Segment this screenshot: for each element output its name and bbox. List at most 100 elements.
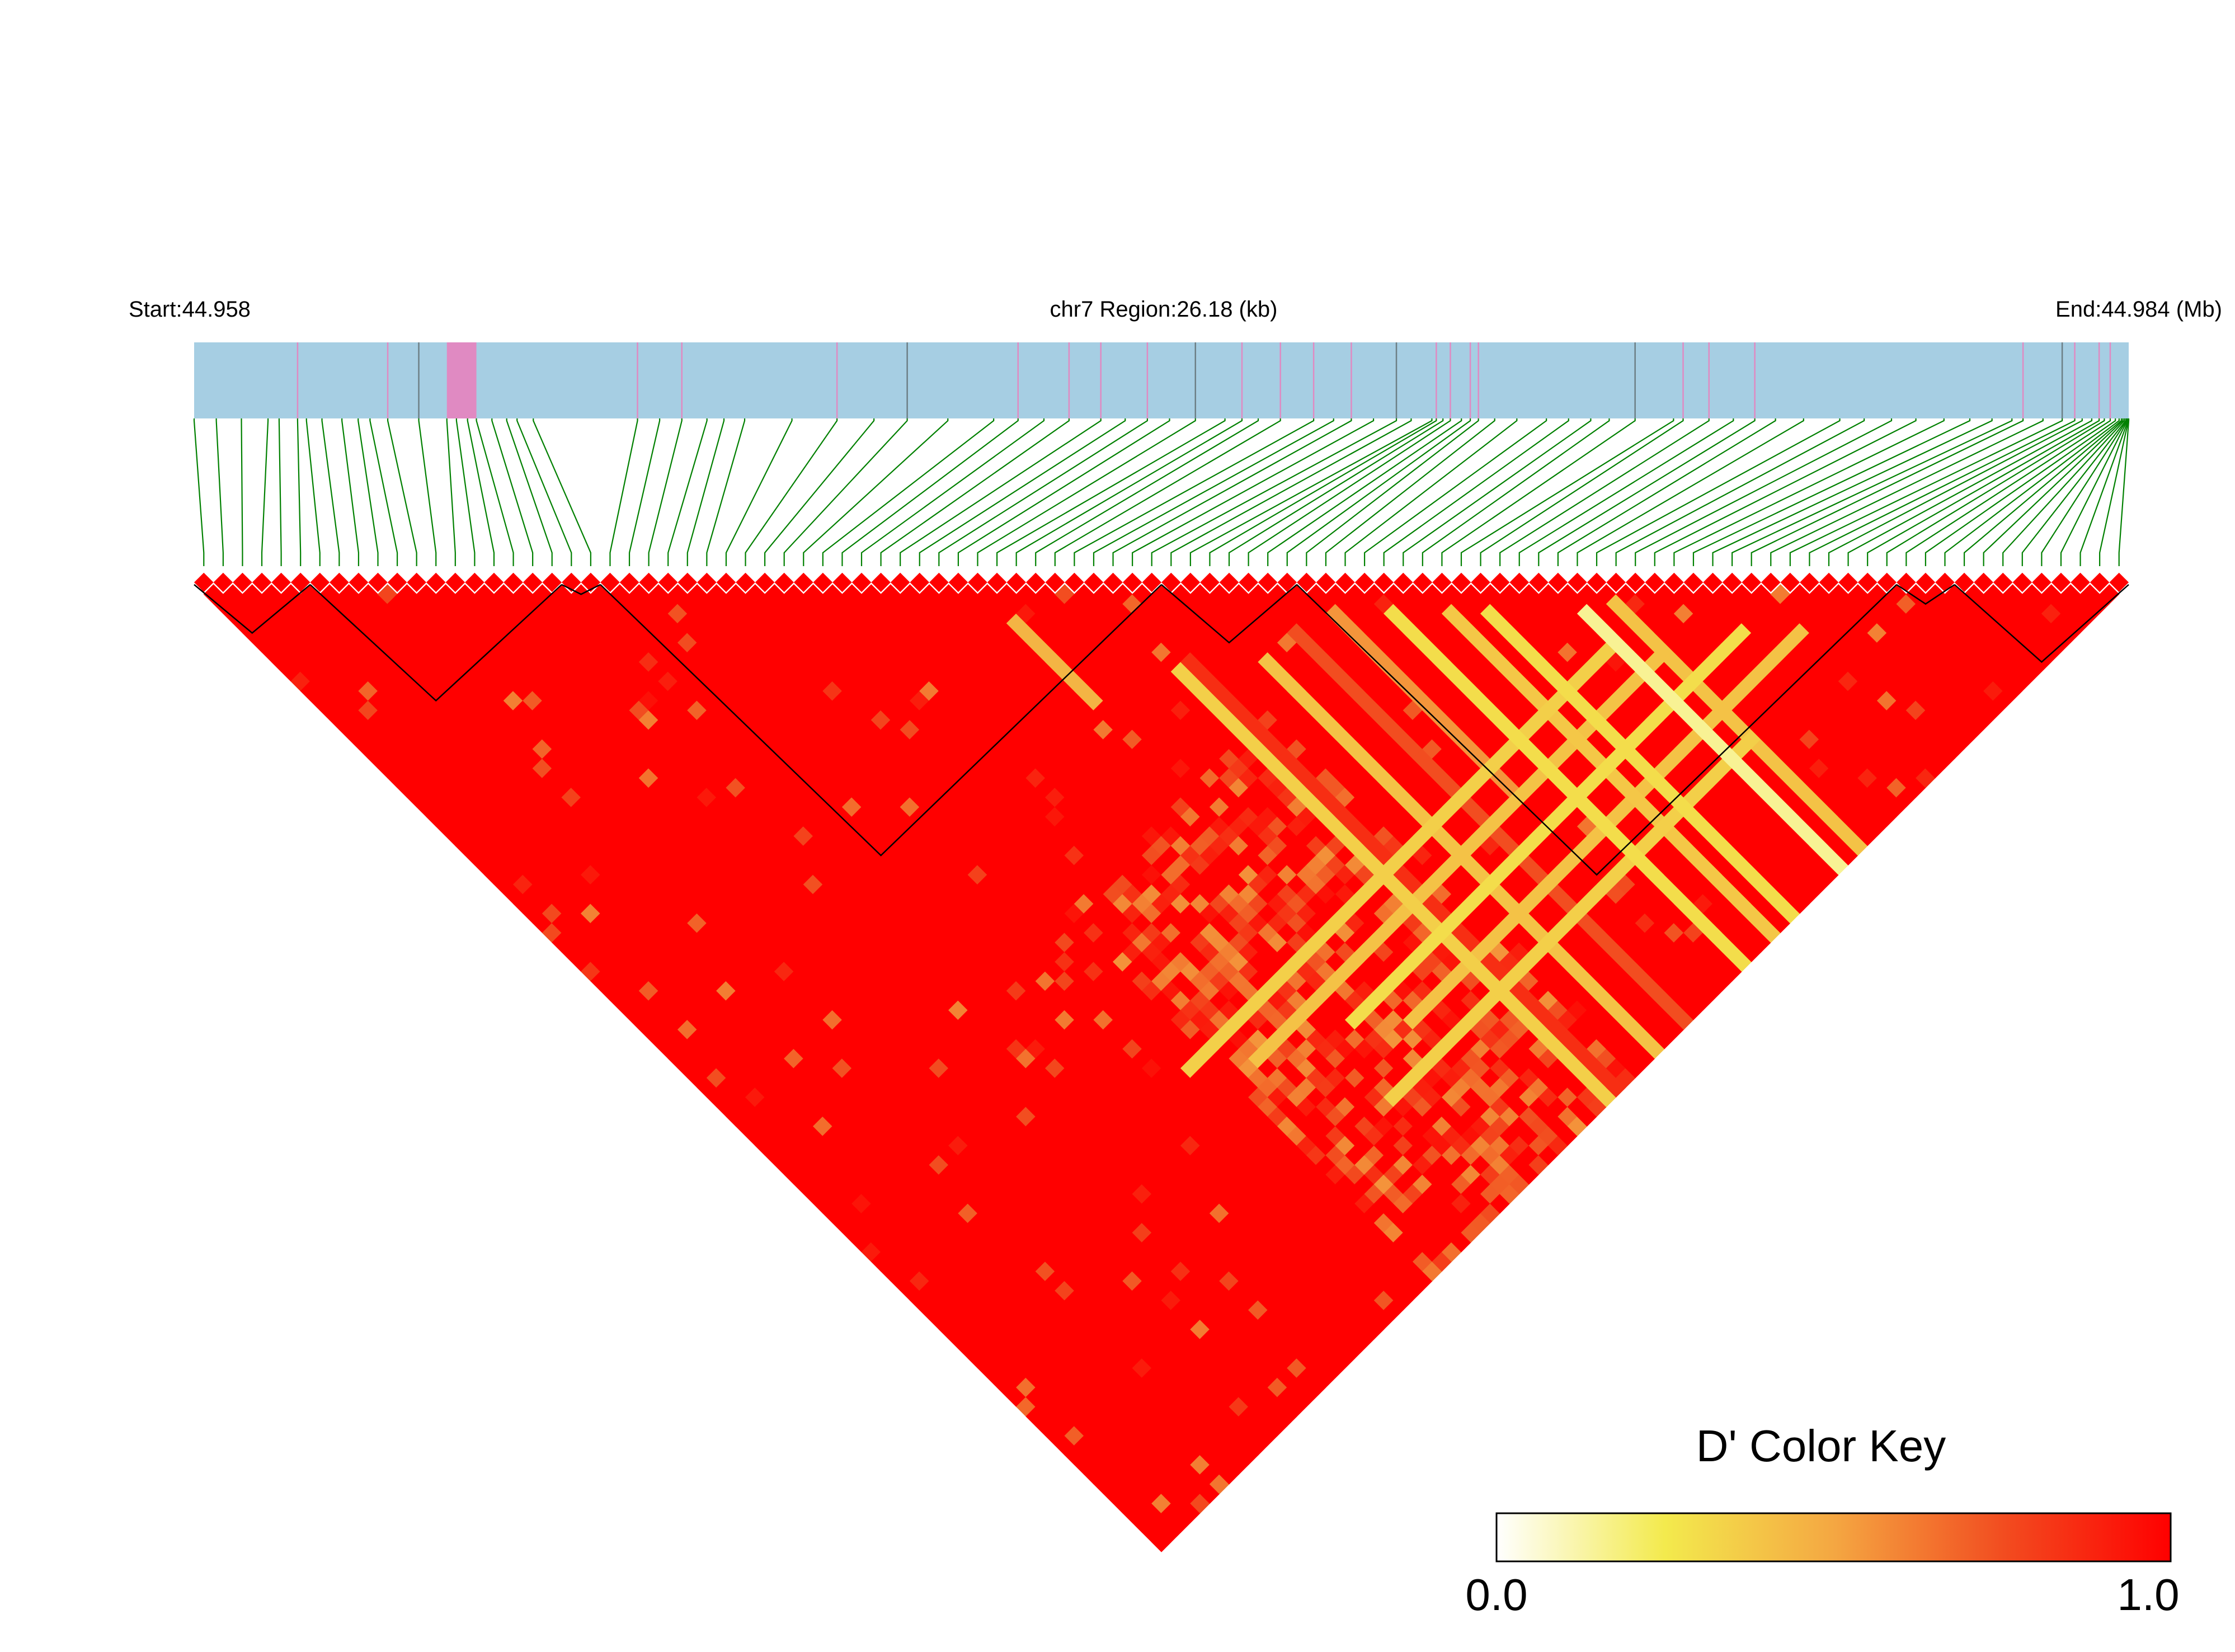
ld-cell <box>996 1242 1017 1262</box>
ld-cell <box>1364 758 1385 779</box>
ld-cell <box>1616 642 1636 662</box>
ld-cell <box>861 642 882 662</box>
ld-cell <box>677 864 698 885</box>
ld-cell <box>1025 1116 1046 1137</box>
ld-cell <box>1577 1048 1597 1069</box>
ld-cell <box>1432 749 1452 769</box>
snp-connector-line <box>1228 418 1444 566</box>
ld-cell <box>716 749 736 769</box>
snp-marker <box>1393 572 1413 592</box>
ld-cell <box>967 652 988 672</box>
ld-cell <box>600 768 620 788</box>
snp-marker <box>1780 572 1800 592</box>
ld-cell <box>1209 642 1230 662</box>
ld-cell <box>841 1107 862 1127</box>
ld-cell <box>841 623 862 643</box>
ld-cell <box>1035 1107 1056 1127</box>
ld-cell <box>474 584 495 605</box>
ld-cell <box>1606 749 1626 769</box>
ld-cell <box>1683 749 1704 769</box>
ld-cell <box>338 642 359 662</box>
snp-connector-line <box>2002 418 2125 566</box>
ld-cell <box>1267 1067 1288 1088</box>
ld-cell <box>1384 700 1404 721</box>
ld-cell <box>803 990 824 1011</box>
ld-cell <box>1335 652 1356 672</box>
ld-cell <box>1373 942 1394 962</box>
ld-cell <box>542 749 562 769</box>
ld-cell <box>909 884 930 905</box>
ld-cell <box>1509 826 1530 846</box>
ld-cell <box>735 864 756 885</box>
ld-cell <box>561 826 582 846</box>
ld-cell <box>1258 884 1278 905</box>
ld-cell <box>861 932 882 953</box>
ld-cell <box>658 1000 679 1020</box>
ld-cell <box>1335 826 1356 846</box>
ld-cell <box>600 864 620 885</box>
ld-cell <box>1025 768 1046 788</box>
ld-cell <box>1258 1058 1278 1079</box>
snp-connector-line <box>1403 418 1592 566</box>
ld-cell <box>532 874 553 895</box>
ld-cell <box>803 932 824 953</box>
ld-cell <box>1693 642 1714 662</box>
ld-cell <box>1577 1029 1597 1049</box>
ld-cell <box>658 652 679 672</box>
ld-cell <box>1558 1067 1578 1088</box>
ld-cell <box>1199 826 1220 846</box>
ld-cell <box>503 690 524 711</box>
ld-cell <box>1441 1242 1462 1262</box>
ld-cell <box>242 584 262 605</box>
ld-cell <box>1209 1126 1230 1146</box>
ld-cell <box>967 710 988 730</box>
ld-cell <box>841 990 862 1011</box>
ld-cell <box>1567 884 1588 905</box>
ld-cell <box>600 749 620 769</box>
ld-cell <box>1509 690 1530 711</box>
ld-cell <box>1306 1358 1326 1378</box>
ld-cell <box>1209 816 1230 837</box>
ld-cell <box>503 884 524 905</box>
ld-cell <box>1044 690 1065 711</box>
ld-cell <box>1335 749 1356 769</box>
ld-cell <box>1384 1242 1404 1262</box>
ld-cell <box>987 981 1007 1001</box>
ld-cell <box>1074 1358 1094 1378</box>
ld-cell <box>1306 700 1326 721</box>
ld-cell <box>1025 826 1046 846</box>
ld-cell <box>716 942 736 962</box>
ld-cell <box>1441 642 1462 662</box>
ld-cell <box>1016 816 1036 837</box>
ld-cell <box>987 884 1007 905</box>
ld-cell <box>841 816 862 837</box>
ld-cell <box>1451 961 1471 982</box>
ld-cell <box>677 749 698 769</box>
ld-cell <box>1693 603 1714 624</box>
snp-connector-line <box>1751 418 2024 566</box>
ld-cell <box>1731 952 1752 972</box>
ld-cell <box>735 942 756 962</box>
ld-cell <box>1499 874 1520 895</box>
ld-cell <box>1248 874 1268 895</box>
ld-cell <box>1451 652 1471 672</box>
ld-cell <box>958 952 978 972</box>
snp-connector-line <box>446 418 456 566</box>
snp-connector-line <box>418 418 437 566</box>
ld-cell <box>1093 874 1114 895</box>
ld-cell <box>1364 700 1385 721</box>
ld-cell <box>1731 932 1752 953</box>
ld-cell <box>609 758 630 779</box>
snp-marker <box>1722 572 1742 592</box>
ld-cell <box>609 681 630 702</box>
ld-cell <box>377 758 398 779</box>
ld-cell <box>1451 594 1471 614</box>
ld-cell <box>1577 913 1597 934</box>
ld-cell <box>503 807 524 827</box>
ld-cell <box>1025 864 1046 885</box>
ld-cell <box>958 642 978 662</box>
snp-connector-line <box>938 418 1149 566</box>
ld-cell <box>1441 584 1462 605</box>
ld-cell <box>900 893 920 914</box>
ld-cell <box>803 584 824 605</box>
